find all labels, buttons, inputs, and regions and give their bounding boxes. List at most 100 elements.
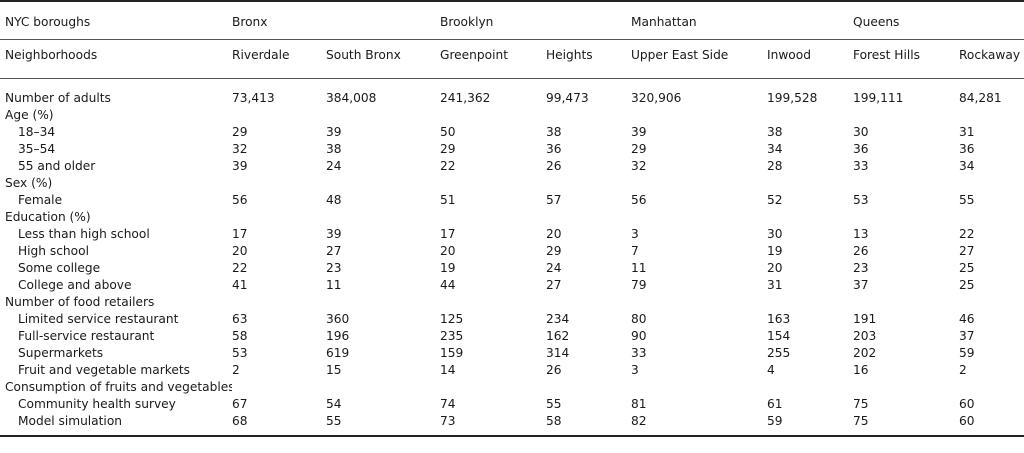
table-cell: 25 (959, 278, 975, 292)
table-row: Number of adults 73,413 384,008 241,362 99,4… (0, 79, 1024, 108)
table-cell (326, 294, 440, 311)
table-cell: 199,528 (767, 91, 818, 105)
table-cell: 80 (631, 312, 647, 326)
table-cell (232, 107, 326, 124)
row-label: Full-service restaurant (18, 329, 155, 343)
table-cell: 22 (232, 261, 248, 275)
table-cell: 19 (767, 244, 783, 258)
table-cell (546, 175, 631, 192)
table-cell: 55 (959, 193, 975, 207)
row-label: Female (18, 193, 63, 207)
table-cell: 11 (326, 278, 342, 292)
table-cell: 11 (631, 261, 647, 275)
table-cell: 38 (767, 125, 783, 139)
table-cell: 51 (440, 193, 456, 207)
table-cell (767, 107, 853, 124)
neighborhood-greenpoint: Greenpoint (440, 39, 546, 79)
table-cell: 74 (440, 397, 456, 411)
table-cell: 36 (546, 142, 562, 156)
table-cell (440, 175, 546, 192)
section-label: Consumption of fruits and vegetables (%) (5, 380, 232, 394)
table-cell (546, 209, 631, 226)
table-cell: 14 (440, 363, 456, 377)
table-cell (853, 209, 959, 226)
row-label: Supermarkets (18, 346, 104, 360)
row-label: Limited service restaurant (18, 312, 179, 326)
table-cell: 46 (959, 312, 975, 326)
table-cell (232, 175, 326, 192)
table-cell: 7 (631, 244, 639, 258)
table-cell: 75 (853, 397, 869, 411)
table-cell: 29 (546, 244, 562, 258)
neighborhood-inwood: Inwood (767, 39, 853, 79)
table-cell: 41 (232, 278, 248, 292)
table-row: Community health survey 67 54 74 55 81 61 75 60 (0, 396, 1024, 413)
table-cell: 16 (853, 363, 869, 377)
table-cell: 619 (326, 346, 350, 360)
table-row: Some college 22 23 19 24 11 20 23 25 (0, 260, 1024, 277)
section-label: Number of food retailers (5, 295, 155, 309)
table-row: Female 56 48 51 57 56 52 53 55 (0, 192, 1024, 209)
table-row: Number of food retailers (0, 294, 1024, 311)
table-cell (853, 379, 959, 396)
table-cell: 202 (853, 346, 877, 360)
table-cell: 17 (232, 227, 248, 241)
table-row: Sex (%) (0, 175, 1024, 192)
table-cell: 59 (959, 346, 975, 360)
table-cell: 55 (546, 397, 562, 411)
table-cell: 54 (326, 397, 342, 411)
table-cell (232, 294, 326, 311)
table-cell: 27 (959, 244, 975, 258)
table-cell: 53 (232, 346, 248, 360)
table-cell: 60 (959, 397, 975, 411)
table-cell: 255 (767, 346, 791, 360)
row-label: High school (18, 244, 89, 258)
table-cell: 44 (440, 278, 456, 292)
table-cell: 2 (232, 363, 240, 377)
neighborhood-south-bronx: South Bronx (326, 39, 440, 79)
table-cell: 81 (631, 397, 647, 411)
table-cell: 2 (959, 363, 967, 377)
section-label: Number of adults (5, 91, 111, 105)
table-cell: 235 (440, 329, 464, 343)
borough-manhattan: Manhattan (631, 0, 853, 40)
row-label: Less than high school (18, 227, 150, 241)
table-row: Limited service restaurant 63 360 125 234 80 1… (0, 311, 1024, 328)
table-cell: 55 (326, 413, 440, 437)
table-cell (959, 294, 1024, 311)
table-cell: 24 (326, 159, 342, 173)
table-cell: 73,413 (232, 91, 275, 105)
table-cell: 203 (853, 329, 877, 343)
boroughs-label: NYC boroughs (0, 0, 232, 40)
table-cell: 67 (232, 397, 248, 411)
table-cell (853, 175, 959, 192)
table-cell (959, 379, 1024, 396)
table-cell: 36 (853, 142, 869, 156)
table-cell: 29 (440, 142, 456, 156)
table-cell: 59 (767, 413, 853, 437)
table-cell: 48 (326, 193, 342, 207)
table-cell: 33 (853, 159, 869, 173)
table-cell (440, 379, 546, 396)
table-cell: 22 (440, 159, 456, 173)
table-cell: 50 (440, 125, 456, 139)
row-label: College and above (18, 278, 132, 292)
table-cell: 58 (546, 413, 631, 437)
table-cell (853, 294, 959, 311)
table-cell: 30 (853, 125, 869, 139)
table-cell: 37 (959, 329, 975, 343)
table-row: High school 20 27 20 29 7 19 26 27 (0, 243, 1024, 260)
row-label: 35–54 (18, 142, 56, 156)
neighborhood-forest-hills: Forest Hills (853, 39, 959, 79)
table-cell: 17 (440, 227, 456, 241)
table-cell: 38 (326, 142, 342, 156)
neighborhood-heights: Heights (546, 39, 631, 79)
table-cell (546, 107, 631, 124)
table-cell: 56 (631, 193, 647, 207)
table-cell: 3 (631, 363, 639, 377)
borough-bronx: Bronx (232, 0, 440, 40)
table-cell (326, 175, 440, 192)
neighborhoods-label: Neighborhoods (0, 39, 232, 79)
section-label: Age (%) (5, 108, 54, 122)
table-cell: 34 (767, 142, 783, 156)
